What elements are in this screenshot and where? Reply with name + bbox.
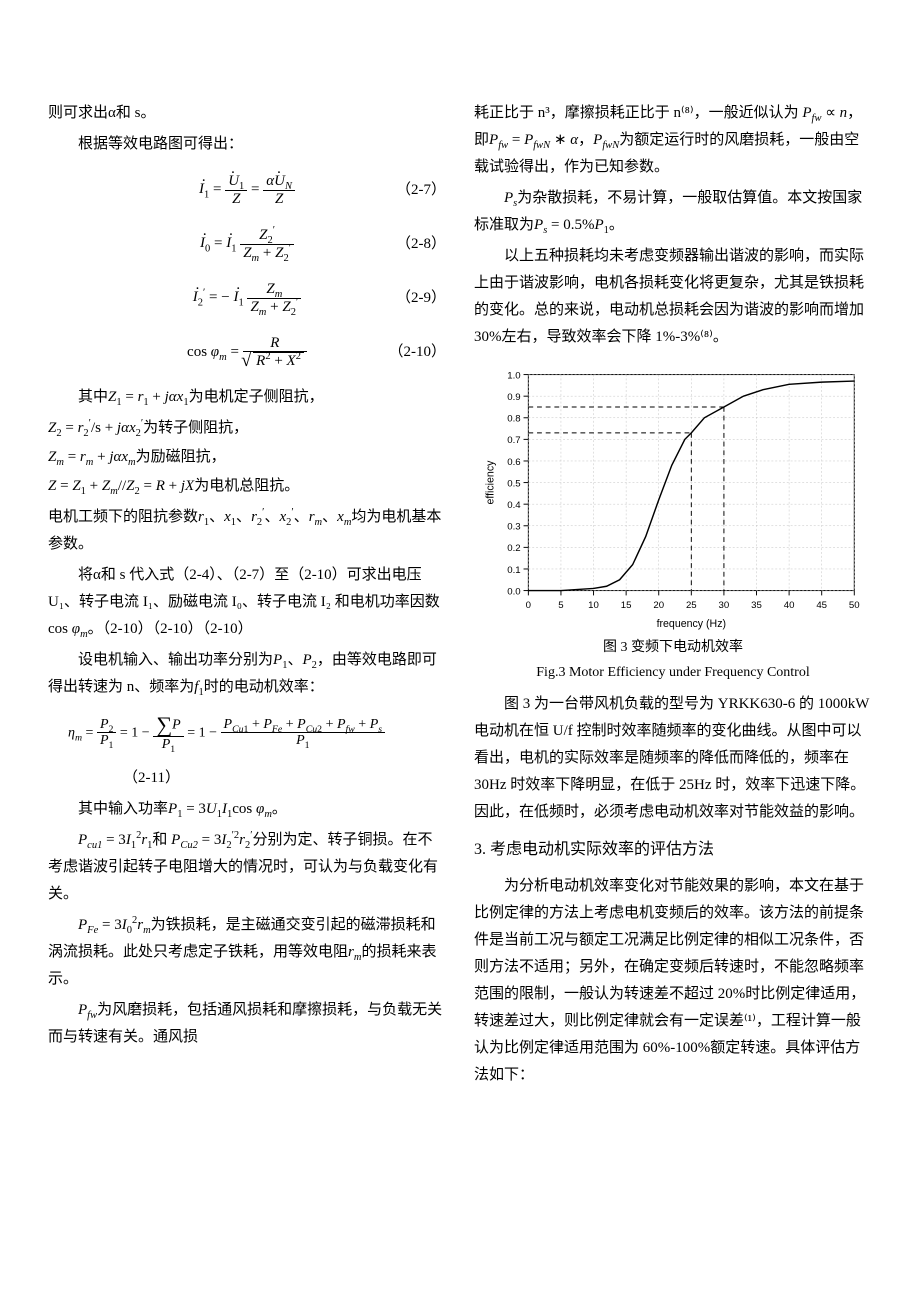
svg-text:0.8: 0.8: [507, 414, 520, 425]
body-text: 图 3 为一台带风机负载的型号为 YRKK630-6 的 1000kW 电动机在…: [474, 691, 872, 826]
svg-text:45: 45: [816, 600, 827, 611]
equation-2-9: I2′ = − I1 Zm Zm + Z2′ （2-9）: [48, 276, 446, 320]
equation-2-11: ηm = P2P1 = 1 − ∑PP1 = 1 − PCu1 + PFe + …: [48, 711, 446, 755]
text: ，: [578, 132, 593, 148]
svg-text:0.2: 0.2: [507, 543, 520, 554]
text: 时的电动机效率：: [204, 679, 324, 695]
body-text: 其中输入功率P1 = 3U1I1cos φm。: [48, 796, 446, 823]
text: 为电机定子侧阻抗，: [189, 389, 324, 405]
svg-text:0.3: 0.3: [507, 522, 520, 533]
body-text: 则可求出α和 s。: [48, 100, 446, 127]
body-text: 将α和 s 代入式（2-4）、（2-7）至（2-10）可求出电压 U₁、转子电流…: [48, 562, 446, 643]
equation-number: （2-7）: [396, 177, 446, 204]
body-text: Ps为杂散损耗，不易计算，一般取估算值。本文按国家标准取为Ps = 0.5%P1…: [474, 185, 872, 239]
text: 其中: [78, 389, 108, 405]
text: 将α和 s 代入式（2-4）、（2-7）至（2-10）可求出电压 U₁、转子电流…: [48, 567, 440, 610]
body-text: PFe = 3I02rm为铁损耗，是主磁通交变引起的磁滞损耗和涡流损耗。此处只考…: [48, 912, 446, 993]
equation-number: （2-9）: [396, 285, 446, 312]
svg-text:20: 20: [653, 600, 664, 611]
text: 为转子侧阻抗，: [143, 420, 248, 436]
text: 耗正比于 n³，摩擦损耗正比于 n⁽⁸⁾，一般近似认为: [474, 105, 802, 121]
right-column: 耗正比于 n³，摩擦损耗正比于 n⁽⁸⁾，一般近似认为 Pfw ∝ n，即Pfw…: [474, 100, 872, 1093]
text: 为风磨损耗，包括通风损耗和摩擦损耗，与负载无关而与转速有关。通风损: [48, 1002, 442, 1045]
text: 为励磁阻抗，: [136, 449, 226, 465]
section-heading-3: 3. 考虑电动机实际效率的评估方法: [474, 836, 872, 865]
body-text: 根据等效电路图可得出：: [48, 131, 446, 158]
svg-text:25: 25: [686, 600, 697, 611]
body-text: 为分析电动机效率变化对节能效果的影响，本文在基于比例定律的方法上考虑电机变频后的…: [474, 873, 872, 1089]
svg-text:efficiency: efficiency: [485, 460, 497, 505]
svg-text:0.5: 0.5: [507, 478, 520, 489]
svg-text:15: 15: [621, 600, 632, 611]
svg-text:10: 10: [588, 600, 599, 611]
chart-canvas: 0 5 10 15 20 25 30 35 40 45 50 0.0 0.1 0.2 0.3 0.4 0.5 0.…: [474, 363, 872, 633]
body-text: Pcu1 = 3I12r1和 PCu2 = 3I2′2r2′分别为定、转子铜损。…: [48, 827, 446, 908]
equation-number: （2-8）: [396, 231, 446, 258]
efficiency-chart: 0 5 10 15 20 25 30 35 40 45 50 0.0 0.1 0.2 0.3 0.4 0.5 0.…: [474, 363, 872, 685]
equation-2-8: I0 = I1 Z2′ Zm + Z2′ （2-8）: [48, 222, 446, 266]
body-text: Z = Z1 + Zm//Z2 = R + jX为电机总阻抗。: [48, 473, 446, 500]
equation-number: （2-11）: [48, 765, 446, 792]
text: 为电机总阻抗。: [194, 478, 299, 494]
body-text: 其中Z1 = r1 + jαx1为电机定子侧阻抗，: [48, 384, 446, 411]
text: 电机工频下的阻抗参数: [48, 509, 198, 525]
svg-text:30: 30: [719, 600, 730, 611]
left-column: 则可求出α和 s。 根据等效电路图可得出： I1 = U1Z = αUNZ （2…: [48, 100, 446, 1093]
text: 。: [609, 217, 624, 233]
equation-number: （2-10）: [389, 339, 447, 366]
svg-text:0.6: 0.6: [507, 457, 520, 468]
equation-2-10: cos φm = R R2 + X2 （2-10）: [48, 330, 446, 374]
svg-text:40: 40: [784, 600, 795, 611]
svg-text:frequency (Hz): frequency (Hz): [657, 618, 726, 630]
figure-caption-en: Fig.3 Motor Efficiency under Frequency C…: [474, 660, 872, 685]
figure-caption-cn: 图 3 变频下电动机效率: [474, 635, 872, 660]
body-text: 设电机输入、输出功率分别为P1、P2，由等效电路即可得出转速为 n、频率为f1时…: [48, 647, 446, 701]
body-text: 以上五种损耗均未考虑变频器输出谐波的影响，而实际上由于谐波影响，电机各损耗变化将…: [474, 243, 872, 351]
svg-text:1.0: 1.0: [507, 370, 520, 381]
body-text: Z2 = r2′/s + jαx2′为转子侧阻抗，: [48, 415, 446, 442]
svg-text:0.0: 0.0: [507, 586, 520, 597]
equation-2-7: I1 = U1Z = αUNZ （2-7）: [48, 168, 446, 212]
text: 其中输入功率: [78, 801, 168, 817]
body-text: Pfw为风磨损耗，包括通风损耗和摩擦损耗，与负载无关而与转速有关。通风损: [48, 997, 446, 1051]
two-column-layout: 则可求出α和 s。 根据等效电路图可得出： I1 = U1Z = αUNZ （2…: [48, 100, 872, 1093]
svg-text:35: 35: [751, 600, 762, 611]
svg-text:50: 50: [849, 600, 860, 611]
body-text: Zm = rm + jαxm为励磁阻抗，: [48, 444, 446, 471]
svg-text:0.7: 0.7: [507, 435, 520, 446]
body-text: 电机工频下的阻抗参数r1、x1、r2′、x2′、rm、xm均为电机基本参数。: [48, 504, 446, 558]
text: 设电机输入、输出功率分别为: [78, 652, 273, 668]
svg-text:5: 5: [558, 600, 563, 611]
chart-svg: 0 5 10 15 20 25 30 35 40 45 50 0.0 0.1 0.2 0.3 0.4 0.5 0.…: [474, 363, 872, 633]
svg-text:0: 0: [526, 600, 531, 611]
body-text: 耗正比于 n³，摩擦损耗正比于 n⁽⁸⁾，一般近似认为 Pfw ∝ n，即Pfw…: [474, 100, 872, 181]
svg-text:0.4: 0.4: [507, 500, 521, 511]
text: 。（2-10）（2-10）（2-10）: [88, 621, 253, 637]
svg-text:0.9: 0.9: [507, 392, 520, 403]
svg-text:0.1: 0.1: [507, 565, 520, 576]
text: 为杂散损耗，不易计算，一般取估算值。本文按国家标准取为: [474, 190, 862, 233]
